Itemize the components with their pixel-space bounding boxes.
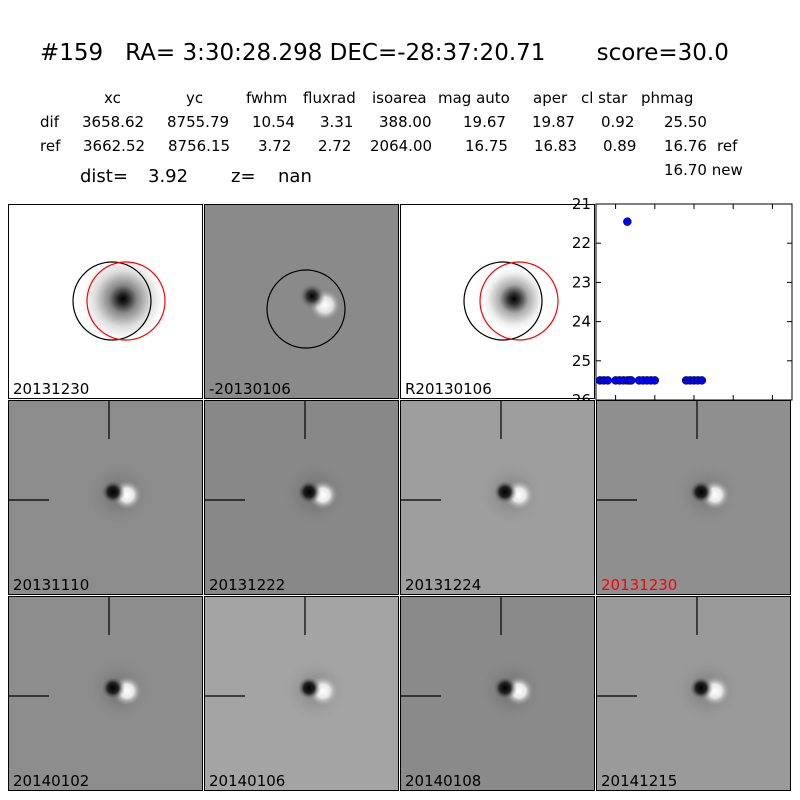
y-tick-label: 21 <box>572 195 591 213</box>
stamp-new-image <box>72 259 166 341</box>
dist-label: dist= <box>80 166 128 187</box>
data-point <box>627 376 636 385</box>
dif-xc: 3658.62 <box>82 113 145 131</box>
stamp-epoch-image <box>597 597 741 724</box>
lightcurve-plot: 212223242526-100-50050100 <box>572 195 793 421</box>
col-header-xc: xc <box>104 89 121 107</box>
col-header-mag-auto: mag auto <box>438 89 510 107</box>
col-header-phmag: phmag <box>641 89 694 107</box>
stamp-epoch: 20131224 <box>400 400 595 595</box>
col-header-fluxrad: fluxrad <box>303 89 356 107</box>
stamp-epoch: 20131222 <box>204 400 399 595</box>
dif-aper: 19.87 <box>532 113 575 131</box>
stamp-epoch-label: 20140106 <box>209 772 286 790</box>
stamp-epoch: 20131230 <box>596 400 791 595</box>
data-point <box>623 217 632 226</box>
data-point <box>603 376 613 385</box>
lightcurve-svg: 212223242526-100-50050100 <box>572 195 793 421</box>
z-value: nan <box>278 166 312 187</box>
stamp-diff-image <box>266 269 346 349</box>
dif-yc: 8755.79 <box>167 113 230 131</box>
stamp-epoch-image <box>401 597 545 724</box>
stamp-epoch: 20140102 <box>8 596 203 791</box>
stamp-epoch-label: 20140108 <box>405 772 482 790</box>
row-name-dif: dif <box>40 113 59 131</box>
stamp-diff: -20130106 <box>204 204 399 399</box>
ref-xc: 3662.52 <box>83 137 146 155</box>
stamp-epoch-label: 20131224 <box>405 576 482 594</box>
stamp-new-label: 20131230 <box>13 380 90 398</box>
z-label: z= <box>231 166 256 187</box>
stamp-epoch-image <box>205 401 349 528</box>
data-point <box>697 376 707 385</box>
stamp-epoch-image <box>9 401 153 528</box>
stamp-ref: R20130106 <box>400 204 595 399</box>
data-point <box>650 376 660 385</box>
ref-phmag: 16.76 <box>664 137 707 155</box>
stamp-epoch-label: 20141215 <box>601 772 678 790</box>
y-tick-label: 23 <box>572 273 591 291</box>
new-phmag: 16.70 new <box>664 161 743 179</box>
col-header-yc: yc <box>186 89 204 107</box>
page-title: #159 RA= 3:30:28.298 DEC=-28:37:20.71 sc… <box>40 40 729 66</box>
dif-mag-auto: 19.67 <box>463 113 506 131</box>
ref-cl-star: 0.89 <box>603 137 637 155</box>
plot-frame <box>595 203 793 401</box>
col-header-fwhm: fwhm <box>246 89 288 107</box>
row-name-ref: ref <box>40 137 61 155</box>
ref-aper: 16.83 <box>534 137 577 155</box>
y-tick-label: 25 <box>572 352 591 370</box>
ref-suffix: ref <box>717 137 738 155</box>
stamp-epoch-label: 20131110 <box>13 576 90 594</box>
ref-fwhm: 3.72 <box>258 137 292 155</box>
ref-fluxrad: 2.72 <box>318 137 352 155</box>
stamp-epoch-image <box>9 597 153 724</box>
stamp-epoch-label: 20131222 <box>209 576 286 594</box>
stamp-epoch: 20140108 <box>400 596 595 791</box>
y-tick-label: 22 <box>572 234 591 252</box>
dif-cl-star: 0.92 <box>601 113 635 131</box>
stamp-ref-label: R20130106 <box>405 380 492 398</box>
dif-isoarea: 388.00 <box>379 113 432 131</box>
y-tick-label: 24 <box>572 313 591 331</box>
stamp-epoch: 20141215 <box>596 596 791 791</box>
dif-fluxrad: 3.31 <box>320 113 354 131</box>
stamp-diff-label: -20130106 <box>209 380 291 398</box>
stamp-epoch-image <box>205 597 349 724</box>
stamp-epoch: 20131110 <box>8 400 203 595</box>
stamp-ref-image <box>463 261 559 341</box>
ref-mag-auto: 16.75 <box>465 137 508 155</box>
ref-isoarea: 2064.00 <box>370 137 433 155</box>
dist-value: 3.92 <box>148 166 189 187</box>
dif-fwhm: 10.54 <box>252 113 295 131</box>
ref-yc: 8756.15 <box>168 137 231 155</box>
col-header-aper: aper <box>533 89 568 107</box>
dif-phmag: 25.50 <box>664 113 707 131</box>
col-header-isoarea: isoarea <box>372 89 427 107</box>
stamp-epoch-image <box>401 401 545 528</box>
stamp-epoch-image <box>597 401 741 528</box>
stamp-epoch-label: 20140102 <box>13 772 90 790</box>
stamp-epoch: 20140106 <box>204 596 399 791</box>
col-header-cl-star: cl star <box>581 89 628 107</box>
stamp-new: 20131230 <box>8 204 203 399</box>
stamp-epoch-label: 20131230 <box>601 576 678 594</box>
